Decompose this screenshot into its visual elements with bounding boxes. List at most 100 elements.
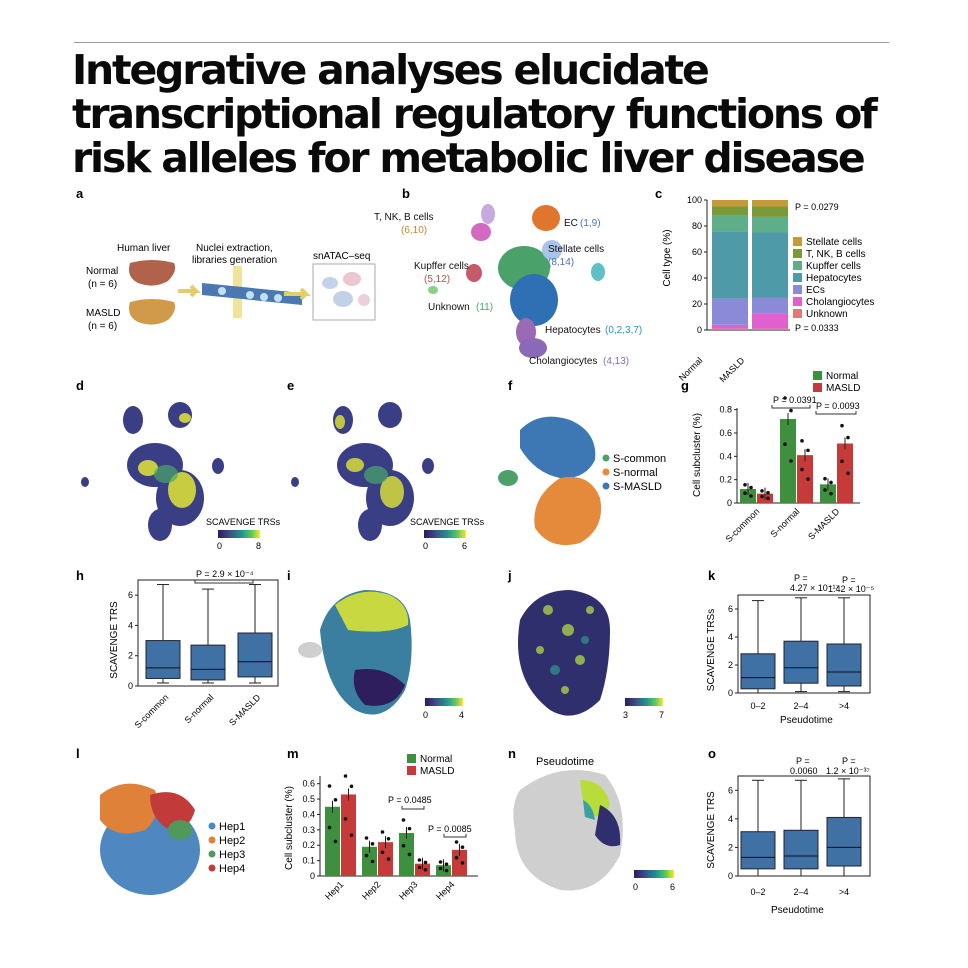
c-ytick-label: 100 (687, 195, 702, 205)
m-ytick-label: 0.2 (302, 840, 315, 850)
b-ids-hepatocytes: (0,2,3,7) (605, 325, 642, 336)
k-xtick-label: 2–4 (793, 701, 808, 711)
g-dot (789, 408, 793, 413)
l-legend-hep2: Hep2 (219, 835, 245, 847)
panel-letter-d: d (76, 378, 84, 393)
m-xtick-label: Hep2 (360, 879, 382, 901)
m-dot (386, 857, 391, 861)
h-box (190, 644, 226, 681)
panel-i-umap: 0 4 (298, 590, 464, 720)
j-max: 7 (659, 710, 664, 720)
m-dot (444, 862, 449, 866)
panel-letter-l: l (76, 746, 80, 761)
m-p2: P = 0.0085 (428, 824, 472, 834)
k-p1b: 4.27 × 10⁻¹⁷ (790, 583, 839, 593)
masld-n-label: (n = 6) (88, 321, 117, 332)
c-bar-segment (712, 328, 748, 330)
m-legend-masld: MASLD (420, 766, 454, 777)
c-ytick-label: 40 (692, 273, 702, 283)
g-dot (823, 476, 827, 481)
b-ids-cholangiocytes: (4,13) (603, 356, 629, 367)
b-label-stellate: Stellate cells (548, 244, 604, 255)
b-label-kupffer: Kupffer cells (414, 261, 469, 272)
k-xtick-label: >4 (839, 701, 849, 711)
normal-liver-icon (129, 260, 176, 286)
c-xtick-masld: MASLD (717, 355, 746, 384)
m-dot (364, 836, 369, 840)
e-min: 0 (423, 541, 428, 551)
m-p1: P = 0.0485 (388, 795, 432, 805)
panel-l-umap: Hep1 Hep2 Hep3 Hep4 (100, 783, 245, 895)
normal-n-label: (n = 6) (88, 279, 117, 290)
h-xtick-label: S-MASLD (227, 692, 263, 728)
o-xtick-label: >4 (839, 887, 849, 897)
panel-letter-j: j (507, 568, 512, 583)
panel-letter-h: h (76, 568, 84, 583)
g-legend-normal: Normal (826, 371, 858, 382)
masld-label: MASLD (86, 308, 120, 319)
m-dot (333, 798, 338, 802)
g-bar (780, 419, 796, 503)
m-dot (380, 830, 385, 834)
c-bar-segment (752, 297, 788, 314)
c-ytick-label: 0 (697, 325, 702, 335)
c-ylabel: Cell type (%) (662, 229, 673, 286)
m-dot (343, 817, 348, 821)
o-ytick-label: 0 (728, 871, 733, 881)
step2-label: snATAC–seq (313, 251, 370, 262)
b-label-hepatocytes: Hepatocytes (545, 325, 601, 336)
panel-letter-e: e (287, 378, 294, 393)
k-box (826, 643, 862, 687)
k-xtick-label: 0–2 (750, 701, 765, 711)
panel-letter-n: n (508, 746, 516, 761)
c-bar-segment (712, 231, 748, 299)
panel-d-umap: SCAVENGE TRSs 0 8 (81, 402, 281, 551)
k-p2a: P = (842, 575, 856, 585)
m-dot (349, 833, 354, 838)
o-xtick-label: 2–4 (793, 887, 808, 897)
panel-letter-o: o (708, 746, 716, 761)
c-legend-label: T, NK, B cells (806, 249, 865, 260)
m-legend-normal: Normal (420, 754, 452, 765)
m-bar (325, 806, 340, 876)
m-ytick-label: 0.1 (302, 856, 315, 866)
d-colorbar (218, 530, 260, 538)
h-ytick-label: 4 (128, 620, 133, 630)
c-p-bottom: P = 0.0333 (795, 323, 839, 333)
human-liver-label: Human liver (117, 243, 171, 254)
g-dot (760, 489, 764, 493)
panel-m-chart: Cell subcluster (%) 00.10.20.30.40.50.6 … (284, 754, 478, 902)
m-dot (364, 853, 369, 858)
panel-b-umap: T, NK, B cells (6,10) EC (1,9) Stellate … (374, 204, 642, 367)
m-ytick-label: 0 (310, 871, 315, 881)
h-ytick-label: 2 (128, 651, 133, 661)
panel-letters: a b c d e f g h i j k l m n o (76, 186, 716, 761)
d-scale-label: SCAVENGE TRSs (206, 517, 281, 527)
panel-letter-i: i (287, 568, 291, 583)
b-ids-kupffer: (5,12) (424, 274, 450, 285)
article-title: Integrative analyses elucidate transcrip… (72, 46, 878, 182)
o-ytick-label: 4 (728, 814, 733, 824)
f-legend-normal: S-normal (613, 467, 658, 479)
c-legend-swatch (793, 237, 802, 246)
c-bar-segment (752, 232, 788, 298)
c-p-top: P = 0.0279 (795, 202, 839, 212)
f-legend-masld: S-MASLD (613, 481, 662, 493)
g-ytick-label: 0.2 (719, 475, 732, 485)
g-ytick-label: 0.6 (719, 428, 732, 438)
g-xtick-label: S-normal (769, 506, 802, 539)
m-ytick-label: 0.3 (302, 825, 315, 835)
o-ytick-label: 6 (728, 785, 733, 795)
panel-f-umap: S-common S-normal S-MASLD (498, 416, 666, 546)
g-dot (789, 459, 793, 463)
step1b-label: libraries generation (192, 255, 277, 266)
b-ids-unknown: (11) (476, 302, 493, 313)
o-p1b: 0.0060 (790, 766, 818, 776)
l-legend-hep3: Hep3 (219, 849, 245, 861)
g-p1: P = 0.0391 (773, 395, 817, 405)
b-ids-stellate: (8,14) (548, 257, 574, 268)
m-dot (370, 859, 375, 864)
g-p2: P = 0.0093 (816, 401, 860, 411)
